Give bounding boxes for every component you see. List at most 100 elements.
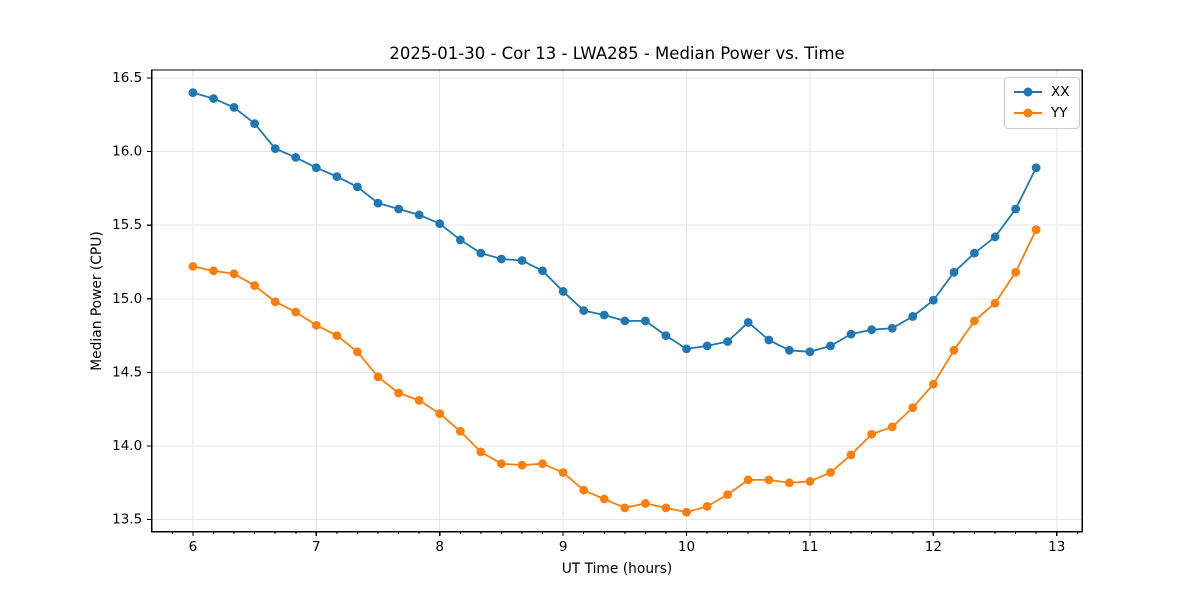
x-tick-label: 8 — [435, 539, 444, 555]
legend-dot — [1023, 87, 1033, 97]
data-point — [723, 490, 733, 499]
data-point — [990, 298, 1000, 308]
data-point — [311, 320, 321, 330]
x-tick-label: 7 — [312, 539, 321, 555]
legend-line-marker-icon — [1014, 87, 1042, 97]
y-tick-label: 16.0 — [112, 144, 142, 160]
data-point — [188, 262, 198, 271]
data-point — [764, 475, 774, 485]
data-point — [558, 468, 568, 477]
data-point — [414, 210, 424, 220]
legend-line-marker-icon — [1014, 108, 1042, 118]
data-point — [250, 119, 260, 128]
data-point — [949, 345, 959, 355]
data-point — [887, 422, 897, 432]
data-point — [394, 388, 404, 398]
data-point — [311, 163, 321, 173]
data-point — [209, 94, 218, 103]
data-point — [620, 503, 630, 513]
x-tick-label: 10 — [678, 539, 695, 555]
x-axis-label: UT Time (hours) — [561, 561, 673, 577]
data-point — [353, 182, 362, 192]
data-point — [291, 307, 301, 317]
data-point — [558, 287, 568, 296]
legend-label: YY — [1051, 105, 1068, 121]
series-yy-line — [192, 229, 1037, 514]
chart-title: 2025-01-30 - Cor 13 - LWA285 - Median Po… — [389, 44, 845, 63]
y-tick-label: 13.5 — [112, 512, 142, 528]
data-point — [332, 331, 342, 340]
data-point — [764, 335, 774, 345]
data-point — [291, 153, 301, 162]
data-point — [517, 256, 527, 265]
y-tick-label: 15.5 — [112, 217, 142, 233]
data-point — [826, 341, 835, 351]
data-point — [250, 281, 260, 290]
data-point — [414, 395, 424, 405]
data-point — [270, 297, 280, 307]
data-point — [270, 144, 280, 154]
data-point — [641, 499, 650, 508]
x-axis: 6 7 8 9 10 11 12 13 — [171, 531, 1078, 555]
data-point — [784, 478, 794, 488]
series-xx-line — [192, 91, 1037, 353]
data-point — [1031, 163, 1041, 173]
series-xx-markers — [188, 88, 1041, 357]
data-point — [538, 459, 547, 469]
x-tick-label: 6 — [189, 539, 198, 555]
data-point — [373, 198, 383, 208]
data-point — [1011, 267, 1021, 277]
data-point — [784, 345, 794, 355]
data-point — [188, 88, 198, 98]
data-point — [682, 507, 691, 517]
series-yy-markers — [188, 225, 1041, 517]
data-point — [805, 476, 815, 486]
data-point — [641, 316, 650, 326]
data-point — [229, 269, 239, 279]
legend: XX YY — [1004, 77, 1080, 129]
data-point — [435, 219, 445, 229]
data-point — [867, 325, 877, 335]
data-point — [620, 316, 630, 326]
data-point — [970, 248, 979, 258]
data-point — [209, 266, 218, 276]
data-point — [661, 503, 671, 513]
data-point — [702, 501, 712, 511]
data-point — [846, 329, 856, 339]
data-point — [928, 295, 938, 305]
data-point — [353, 347, 362, 357]
y-tick-label: 15.0 — [112, 291, 142, 307]
data-point — [990, 232, 1000, 242]
legend-label: XX — [1051, 84, 1070, 100]
data-point — [867, 429, 877, 439]
data-point — [579, 485, 589, 495]
y-axis-label: Median Power (CPU) — [89, 231, 105, 371]
x-tick-label: 9 — [559, 539, 568, 555]
y-tick-label: 14.5 — [112, 364, 142, 380]
x-tick-label: 12 — [925, 539, 942, 555]
data-point — [394, 204, 404, 214]
data-point — [702, 341, 712, 351]
data-point — [455, 235, 465, 245]
data-point — [497, 459, 506, 469]
data-point — [908, 403, 918, 413]
data-point — [846, 450, 856, 460]
data-point — [887, 323, 897, 333]
data-point — [497, 254, 506, 264]
data-point — [743, 475, 753, 485]
data-point — [723, 337, 733, 346]
data-point — [661, 331, 671, 340]
y-tick-label: 14.0 — [112, 438, 142, 454]
y-axis: 13.5 14.0 14.5 15.0 15.5 16.0 16.5 — [112, 70, 152, 528]
x-tick-label: 13 — [1048, 539, 1065, 555]
data-point — [229, 103, 239, 112]
data-point — [949, 267, 959, 277]
data-point — [476, 447, 486, 457]
x-tick-label: 11 — [801, 539, 818, 555]
legend-entry-yy: YY — [1014, 104, 1070, 122]
legend-dot — [1023, 108, 1033, 118]
data-point — [538, 266, 547, 276]
data-point — [455, 426, 465, 436]
data-point — [517, 460, 527, 470]
